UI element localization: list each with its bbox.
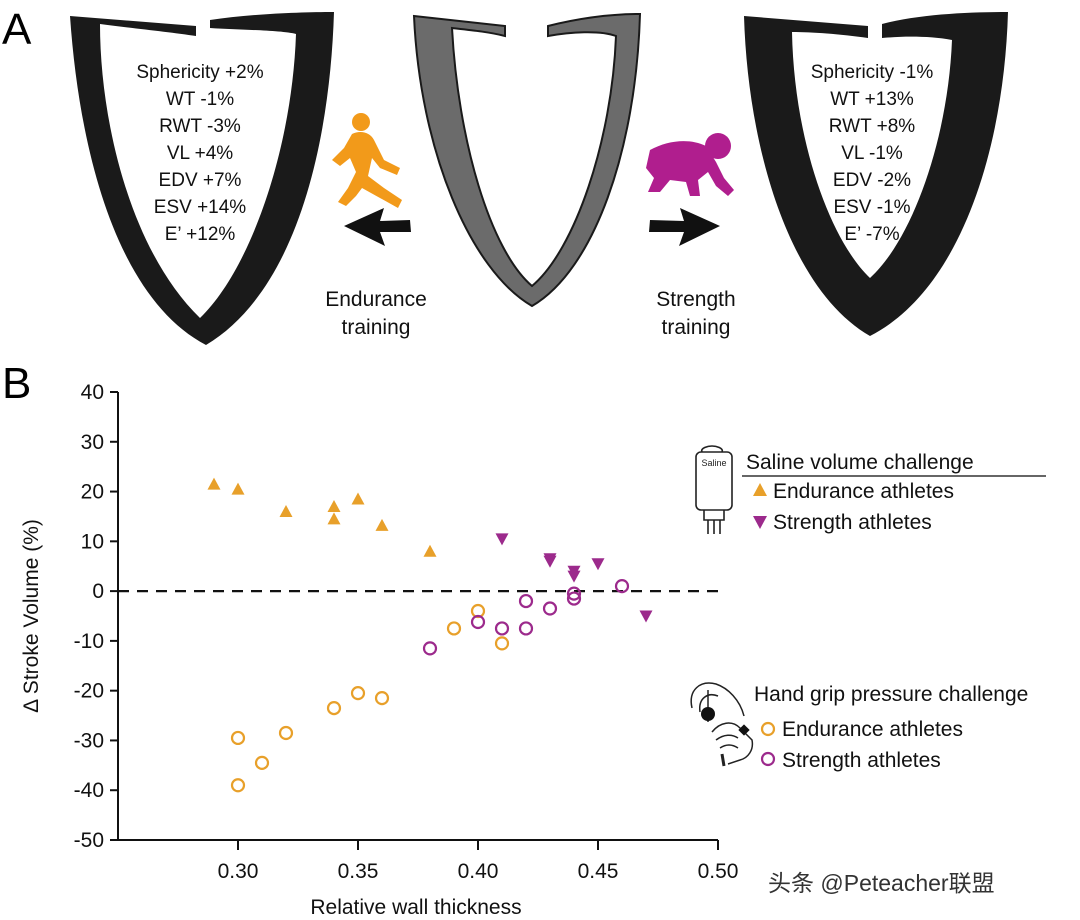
left-metric-esv: ESV +14% [154, 197, 247, 218]
endurance-training-label-line1: Endurance [325, 288, 427, 311]
legend-endurance-triangle-icon [753, 483, 767, 496]
right-heart-metrics: Sphericity -1% WT +13% RWT +8% VL -1% ED… [811, 62, 934, 245]
grip-endurance-point [326, 700, 342, 716]
scatter-chart: 40 30 20 10 0 -10 -20 -30 -40 -50 0.30 0.35 0.40 0.45… [20, 381, 738, 919]
grip-endurance-point [446, 621, 462, 636]
x-tick-label: 0.40 [458, 860, 499, 883]
legend-saline-title: Saline volume challenge [746, 451, 974, 474]
saline-strength-point [567, 570, 581, 583]
legend-saline-endurance: Endurance athletes [773, 480, 954, 503]
saline-strength-point [543, 553, 557, 566]
strength-training-label-line2: training [662, 316, 731, 339]
arrow-right-icon [649, 208, 720, 246]
grip-strength-point [494, 621, 510, 636]
legend-grip-strength: Strength athletes [782, 749, 941, 772]
y-tick-label: 20 [81, 481, 104, 504]
lineman-icon [646, 133, 734, 196]
y-tick-label: -30 [74, 729, 104, 752]
saline-endurance-point [207, 477, 221, 490]
legend-saline-strength: Strength athletes [773, 511, 932, 534]
endurance-training-label-line2: training [342, 316, 411, 339]
y-tick-label: -50 [74, 829, 104, 852]
saline-endurance-point [279, 504, 293, 517]
left-heart-metrics: Sphericity +2% WT -1% RWT -3% VL +4% EDV… [136, 62, 263, 245]
right-metric-rwt: RWT +8% [829, 116, 916, 137]
x-tick-label: 0.50 [698, 860, 739, 883]
legend-grip-title: Hand grip pressure challenge [754, 683, 1028, 706]
watermark: 头条 @Peteacher联盟 [768, 870, 995, 896]
legend-grip-endurance: Endurance athletes [782, 718, 963, 741]
y-tick-label: 40 [81, 381, 104, 404]
grip-endurance-point [254, 755, 270, 770]
left-metric-sphericity: Sphericity +2% [136, 62, 263, 83]
legend-strength-circle-icon [760, 751, 776, 767]
saline-endurance-point [375, 518, 389, 531]
saline-endurance-point [351, 492, 365, 505]
saline-endurance-point [327, 512, 341, 525]
x-tick-label: 0.30 [218, 860, 259, 883]
x-axis-label: Relative wall thickness [310, 896, 521, 919]
strength-training-label-line1: Strength [656, 288, 735, 311]
grip-endurance-point [350, 686, 366, 701]
y-tick-label: 10 [81, 530, 104, 553]
right-metric-esv: ESV -1% [833, 197, 910, 218]
y-axis-label: Δ Stroke Volume (%) [20, 519, 43, 713]
grip-strength-point [542, 601, 558, 616]
center-ventricle-normal [412, 12, 642, 308]
grip-strength-point [566, 586, 582, 601]
y-tick-label: -40 [74, 779, 104, 802]
right-metric-wt: WT +13% [830, 89, 914, 110]
left-metric-vl: VL +4% [167, 143, 233, 164]
left-metric-wt: WT -1% [166, 89, 234, 110]
right-metric-edv: EDV -2% [833, 170, 911, 191]
right-metric-e-prime: E’ -7% [844, 224, 899, 245]
saline-endurance-point [231, 482, 245, 495]
saline-bag-icon: Saline [695, 445, 733, 534]
grip-endurance-point [230, 730, 246, 746]
grip-endurance-point [494, 636, 510, 651]
left-metric-edv: EDV +7% [159, 170, 242, 191]
legend-endurance-circle-icon [760, 721, 776, 737]
right-ventricle-strength [744, 12, 1008, 336]
grip-strength-point [518, 621, 534, 636]
panel-a-label: A [2, 5, 32, 54]
y-tick-label: -20 [74, 680, 104, 703]
saline-strength-point [591, 558, 605, 571]
right-metric-vl: VL -1% [841, 143, 903, 164]
saline-strength-point [639, 610, 653, 623]
runner-icon [332, 113, 402, 208]
grip-endurance-point [230, 778, 246, 793]
y-tick-label: -10 [74, 630, 104, 653]
grip-strength-point [566, 591, 582, 606]
legend-strength-triangle-icon [753, 516, 767, 529]
grip-strength-point [470, 614, 486, 630]
y-tick-label: 30 [81, 431, 104, 454]
saline-endurance-point [423, 544, 437, 557]
grip-endurance-point [278, 725, 294, 741]
grip-strength-point [614, 579, 630, 594]
right-metric-sphericity: Sphericity -1% [811, 62, 934, 83]
grip-endurance-point [374, 691, 390, 706]
grip-strength-point [518, 593, 534, 609]
x-tick-label: 0.45 [578, 860, 619, 883]
hand-grip-icon [690, 682, 754, 767]
arrow-left-icon [344, 208, 411, 246]
grip-strength-point [422, 641, 438, 656]
saline-endurance-point [327, 499, 341, 512]
saline-bag-text: Saline [701, 458, 726, 468]
left-metric-e-prime: E’ +12% [165, 224, 236, 245]
left-ventricle-endurance [70, 12, 334, 345]
saline-strength-point [495, 533, 509, 546]
left-metric-rwt: RWT -3% [159, 116, 241, 137]
x-tick-label: 0.35 [338, 860, 379, 883]
panel-b-label: B [2, 359, 31, 408]
y-tick-label: 0 [92, 580, 104, 603]
